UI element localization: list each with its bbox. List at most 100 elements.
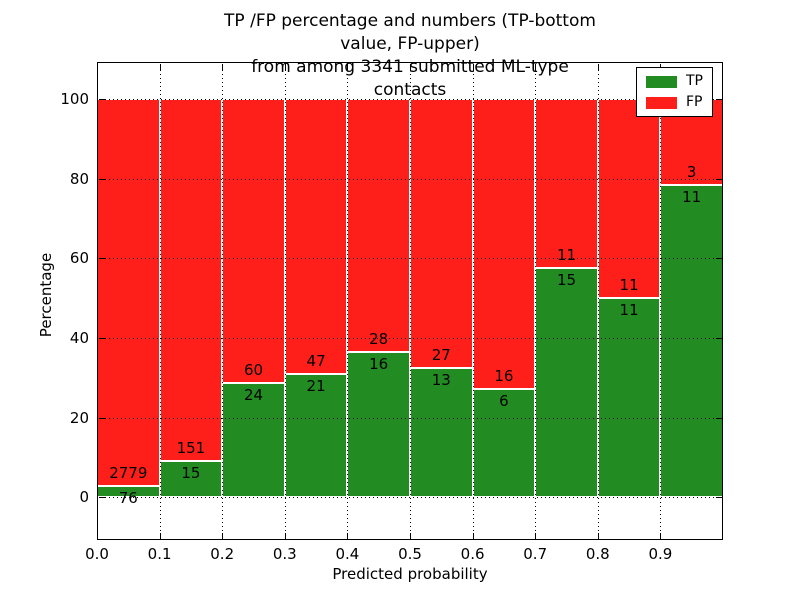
x-tick-top (222, 63, 224, 70)
x-tick-bottom (97, 532, 98, 539)
y-tick-right (715, 99, 722, 101)
y-tick-label: 20 (69, 408, 89, 427)
bar-label-fp: 151 (176, 439, 206, 458)
bar-label-fp: 16 (494, 366, 514, 385)
y-tick-label: 40 (69, 328, 89, 347)
y-tick-right (715, 178, 722, 180)
x-tick-bottom (347, 532, 349, 539)
x-tick-bottom (535, 532, 537, 539)
x-tick-top (597, 63, 599, 70)
x-tick-bottom (597, 532, 599, 539)
bar-segment-fp (410, 99, 473, 368)
gridline-vertical (535, 62, 537, 540)
y-tick-right (715, 417, 722, 419)
y-tick-right (715, 337, 722, 339)
x-tick-bottom (410, 532, 411, 539)
bar-segment-fp (535, 99, 598, 268)
x-tick-label: 0.2 (210, 545, 235, 563)
y-tick-left (98, 497, 105, 499)
x-tick-label: 0.3 (272, 545, 297, 563)
y-tick-label: 60 (69, 249, 89, 268)
gridline-vertical (597, 62, 599, 540)
bar-label-tp: 6 (499, 391, 509, 410)
bar-segment-fp (597, 99, 661, 299)
bar-label-tp: 15 (181, 464, 201, 483)
bar-label-tp: 24 (243, 386, 264, 405)
x-tick-label: 0.9 (648, 545, 673, 563)
legend-swatch-tp-icon (646, 75, 677, 88)
bar-segment-tp (535, 267, 598, 498)
bar-label-fp: 11 (556, 245, 577, 264)
bar-segment-fp (347, 99, 410, 353)
x-tick-top (159, 63, 161, 70)
bar-segment-tp (284, 374, 348, 498)
x-tick-bottom (472, 532, 474, 539)
x-tick-label: 0.7 (523, 545, 548, 563)
bar-label-fp: 11 (619, 276, 639, 295)
x-tick-top (347, 63, 349, 70)
y-tick-left (98, 258, 105, 260)
x-tick-label: 0.4 (335, 545, 360, 563)
gridline-vertical (410, 62, 411, 540)
bar-segment-tp (347, 352, 410, 498)
legend-item-tp: TP (646, 74, 703, 89)
x-axis-label: Predicted probability (332, 565, 488, 583)
x-tick-bottom (660, 532, 662, 539)
bar-segment-fp (284, 99, 348, 375)
bar-label-tp: 11 (682, 187, 702, 206)
bar-label-fp: 28 (369, 330, 389, 349)
x-tick-bottom (284, 532, 286, 539)
y-tick-label: 100 (60, 90, 89, 109)
x-tick-top (535, 63, 537, 70)
legend-label-tp: TP (686, 73, 703, 89)
bar-label-fp: 2779 (109, 464, 148, 483)
y-tick-left (98, 99, 105, 101)
y-tick-right (715, 497, 722, 499)
y-tick-left (98, 417, 105, 419)
gridline-vertical (347, 62, 349, 540)
bar-label-tp: 21 (306, 377, 326, 396)
bar-segment-tp (410, 367, 473, 498)
bar-segment-tp (472, 388, 536, 498)
x-tick-label: 0.5 (398, 545, 422, 563)
bar-segment-tp (159, 461, 223, 498)
x-tick-bottom (222, 532, 224, 539)
bar-segment-tp (660, 184, 723, 498)
y-tick-label: 0 (79, 488, 89, 507)
bar-label-fp: 27 (431, 345, 451, 364)
bar-label-tp: 13 (431, 370, 451, 389)
x-tick-top (472, 63, 474, 70)
gridline-vertical (660, 62, 662, 540)
bar-segment-fp (97, 99, 160, 487)
legend-item-fp: FP (646, 95, 703, 110)
bar-segment-fp (159, 99, 223, 462)
x-tick-label: 0.1 (147, 545, 172, 563)
bar-label-tp: 76 (118, 489, 138, 508)
x-tick-label: 0.0 (85, 545, 109, 563)
x-tick-label: 0.8 (585, 545, 610, 563)
y-tick-label: 80 (69, 169, 89, 188)
x-tick-bottom (159, 532, 161, 539)
y-tick-right (715, 258, 722, 260)
x-tick-top (97, 63, 98, 70)
bar-label-tp: 15 (556, 270, 577, 289)
legend: TP FP (636, 67, 713, 117)
x-tick-top (284, 63, 286, 70)
bar-segment-tp (597, 298, 661, 498)
gridline-vertical (472, 62, 474, 540)
y-tick-left (98, 337, 105, 339)
gridline-vertical (284, 62, 286, 540)
bar-label-tp: 11 (619, 301, 639, 320)
bar-label-fp: 60 (243, 361, 264, 380)
bar-segment-fp (222, 99, 285, 384)
bar-label-fp: 47 (306, 352, 326, 371)
bar-segment-fp (472, 99, 536, 389)
legend-swatch-fp-icon (646, 96, 677, 109)
x-tick-top (410, 63, 411, 70)
y-tick-left (98, 178, 105, 180)
bar-label-tp: 16 (369, 355, 389, 374)
gridline-vertical (222, 62, 224, 540)
x-tick-top (660, 63, 662, 70)
gridline-vertical (159, 62, 161, 540)
